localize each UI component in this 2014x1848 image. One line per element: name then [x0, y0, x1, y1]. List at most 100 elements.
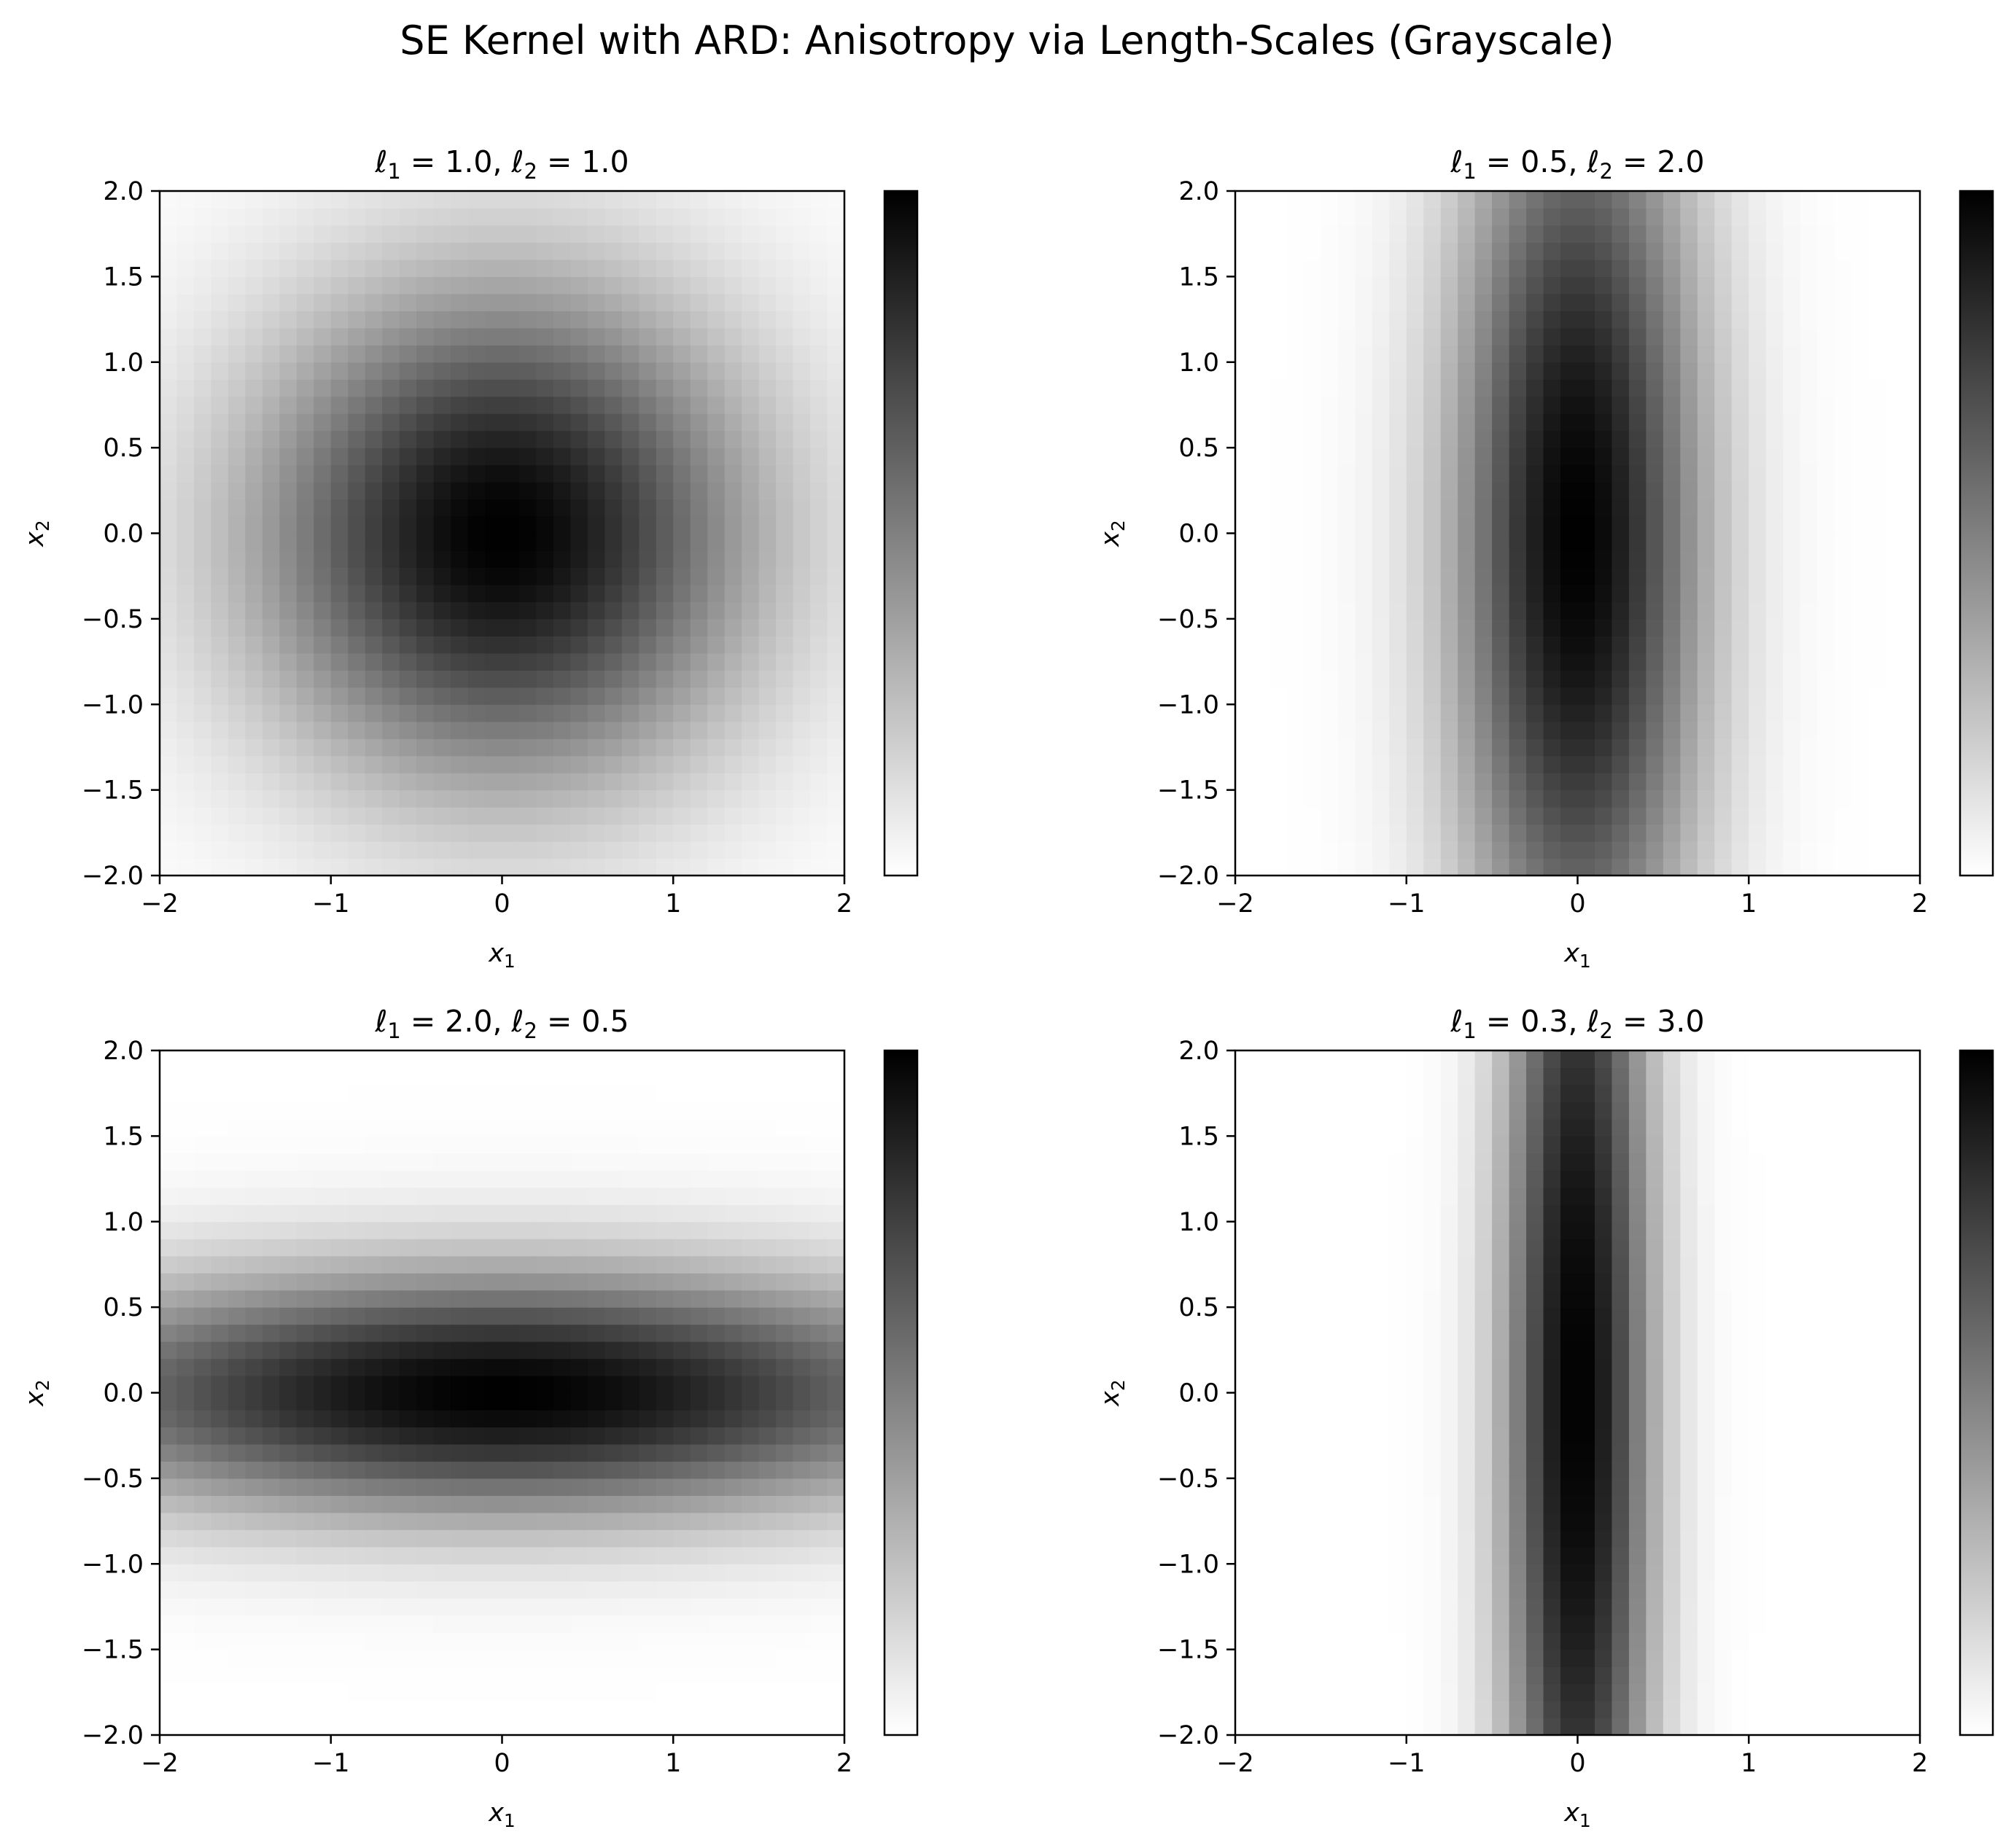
heatmap-cell [314, 790, 332, 808]
heatmap-cell [553, 704, 572, 722]
heatmap-cell [330, 1409, 349, 1428]
heatmap-cell [160, 1221, 178, 1239]
heatmap-cell [758, 482, 777, 500]
heatmap-cell [176, 191, 195, 209]
heatmap-cell [1492, 276, 1510, 295]
heatmap-cell [1235, 1136, 1253, 1154]
heatmap-cell [1474, 276, 1493, 295]
heatmap-cell [279, 721, 298, 739]
heatmap-cell [314, 1307, 332, 1325]
heatmap-cell [518, 208, 537, 226]
heatmap-cell [1886, 567, 1904, 585]
heatmap-cell [1235, 858, 1253, 876]
heatmap-cell [245, 1255, 263, 1274]
heatmap-cell [193, 1084, 212, 1103]
heatmap-cell [536, 618, 554, 636]
heatmap-cell [621, 1341, 639, 1360]
heatmap-cell [1526, 858, 1544, 876]
y-tick-label: 0.5 [103, 434, 144, 463]
heatmap-cell [193, 807, 212, 825]
heatmap-cell [1286, 499, 1305, 517]
heatmap-cell [1474, 858, 1493, 876]
heatmap-cell [1800, 448, 1818, 466]
heatmap-cell [1731, 670, 1749, 688]
heatmap-cell [587, 636, 605, 654]
heatmap-cell [1235, 1239, 1253, 1257]
heatmap-cell [1886, 225, 1904, 243]
heatmap-cell [399, 1067, 417, 1085]
heatmap-cell [742, 1461, 760, 1479]
heatmap-cell [587, 858, 605, 876]
heatmap-cell [776, 1239, 794, 1257]
heatmap-cell [604, 1221, 623, 1239]
heatmap-cell [707, 1529, 726, 1548]
heatmap-cell [707, 652, 726, 671]
heatmap-cell [502, 1546, 520, 1564]
heatmap-cell [553, 396, 572, 414]
heatmap-cell [176, 464, 195, 483]
heatmap-cell [621, 1307, 639, 1325]
heatmap-cell [502, 1478, 520, 1496]
heatmap-cell [793, 1529, 811, 1548]
heatmap-cell [314, 1358, 332, 1376]
heatmap-cell [793, 1409, 811, 1428]
heatmap-cell [193, 1478, 212, 1496]
heatmap-cell [176, 1580, 195, 1599]
heatmap-cell [1902, 327, 1921, 346]
heatmap-cell [776, 1564, 794, 1582]
heatmap-cell [1509, 773, 1527, 791]
heatmap-cell [1269, 584, 1288, 602]
heatmap-cell [742, 841, 760, 859]
heatmap-cell [1543, 858, 1561, 876]
heatmap-cell [827, 1170, 845, 1188]
heatmap-cell [1440, 327, 1458, 346]
heatmap-cell [228, 1529, 246, 1548]
heatmap-cell [742, 293, 760, 311]
heatmap-cell [228, 704, 246, 722]
heatmap-cell [776, 1050, 794, 1069]
heatmap-cell [1269, 618, 1288, 636]
heatmap-cell [451, 379, 469, 397]
heatmap-cell [1543, 636, 1561, 654]
heatmap-cell [1834, 362, 1852, 380]
heatmap-cell [1560, 687, 1579, 705]
heatmap-cell [518, 704, 537, 722]
heatmap-cell [330, 1564, 349, 1582]
heatmap-cell [193, 790, 212, 808]
heatmap-cell [810, 1255, 828, 1274]
heatmap-cell [758, 1580, 777, 1599]
heatmap-cell [228, 242, 246, 260]
heatmap-cell [758, 499, 777, 517]
heatmap-cell [451, 482, 469, 500]
heatmap-cell [1749, 533, 1767, 551]
heatmap-cell [1697, 601, 1715, 620]
heatmap-cell [262, 807, 280, 825]
heatmap-cell [1543, 824, 1561, 842]
heatmap-cell [502, 379, 520, 397]
heatmap-cell [1372, 311, 1390, 329]
heatmap-cell [1252, 1084, 1270, 1103]
heatmap-cell [690, 1666, 708, 1685]
heatmap-cell [1355, 858, 1373, 876]
heatmap-cell [1886, 858, 1904, 876]
heatmap-cell [1543, 567, 1561, 585]
heatmap-cell [604, 636, 623, 654]
heatmap-cell [673, 584, 691, 602]
heatmap-cell [1714, 807, 1733, 825]
heatmap-cell [314, 1102, 332, 1120]
heatmap-cell [279, 584, 298, 602]
heatmap-cell [416, 755, 435, 773]
heatmap-cell [228, 1273, 246, 1291]
heatmap-cell [1543, 533, 1561, 551]
heatmap-cell [570, 704, 588, 722]
heatmap-cell [810, 1512, 828, 1530]
heatmap-cell [1474, 499, 1493, 517]
heatmap-cell [228, 618, 246, 636]
heatmap-cell [536, 379, 554, 397]
heatmap-cell [262, 841, 280, 859]
heatmap-cell [570, 1067, 588, 1085]
heatmap-cell [758, 293, 777, 311]
heatmap-cell [296, 430, 314, 448]
heatmap-cell [690, 1443, 708, 1462]
heatmap-cell [1337, 550, 1356, 569]
